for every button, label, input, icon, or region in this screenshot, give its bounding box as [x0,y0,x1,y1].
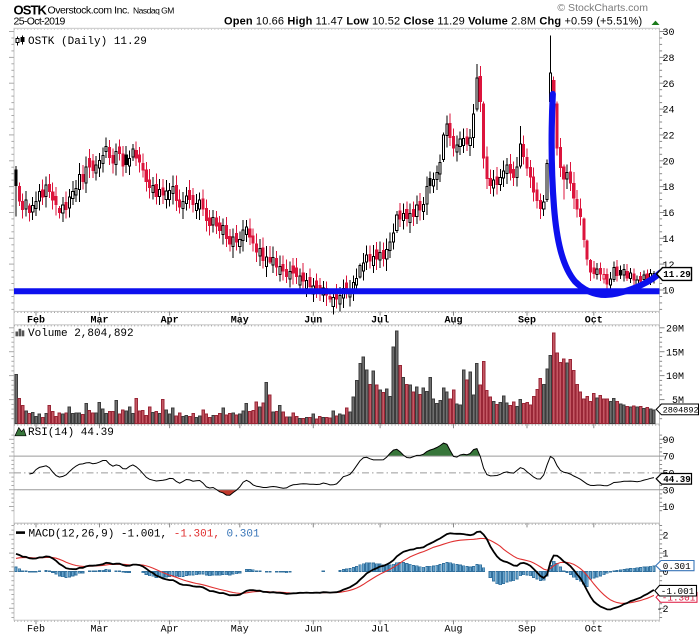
svg-text:Aug: Aug [444,625,462,636]
svg-text:24: 24 [663,106,675,117]
svg-text:Jun: Jun [304,316,322,327]
svg-text:RSI(14) 44.39: RSI(14) 44.39 [28,427,114,439]
svg-text:16: 16 [663,209,675,220]
svg-text:0.301: 0.301 [663,561,691,572]
svg-text:Overstock.com Inc.: Overstock.com Inc. [48,5,130,17]
svg-text:Oct: Oct [585,625,603,636]
svg-text:10M: 10M [666,372,684,383]
svg-text:2: 2 [662,531,668,542]
svg-text:70: 70 [663,453,675,464]
svg-text:14: 14 [663,235,675,246]
svg-text:20: 20 [663,157,675,168]
svg-text:Feb: Feb [27,624,45,636]
svg-text:11.29: 11.29 [663,269,691,280]
svg-text:18: 18 [663,183,675,194]
svg-text:10: 10 [663,503,675,514]
svg-text:30: 30 [663,28,675,39]
svg-text:Feb: Feb [27,315,45,327]
svg-text:Jul: Jul [371,315,389,327]
svg-text:22: 22 [663,132,675,143]
svg-text:26: 26 [663,80,675,91]
svg-text:30: 30 [663,486,675,497]
svg-text:90: 90 [663,436,675,447]
svg-text:May: May [231,316,249,327]
svg-text:Oct: Oct [585,316,603,327]
svg-text:Mar: Mar [90,316,108,327]
svg-text:Apr: Apr [161,625,179,636]
svg-text:20M: 20M [666,324,684,335]
svg-text:Sep: Sep [518,625,536,636]
svg-text:44.39: 44.39 [663,474,691,485]
svg-text:Nasdaq GM: Nasdaq GM [133,6,174,16]
svg-text:15M: 15M [666,348,684,359]
svg-text:Volume 2,804,892: Volume 2,804,892 [28,328,134,340]
svg-text:Open 10.66 High 11.47 Low 10.5: Open 10.66 High 11.47 Low 10.52 Close 11… [224,16,642,28]
svg-text:Sep: Sep [518,316,536,327]
svg-text:-1.001: -1.001 [661,586,695,597]
svg-text:© StockCharts.com: © StockCharts.com [557,2,648,14]
svg-text:Jul: Jul [371,624,389,636]
svg-text:MACD(12,26,9) -1.001, -1.301,: MACD(12,26,9) -1.001, -1.301, 0.301 [29,529,260,541]
svg-text:1: 1 [662,550,668,561]
svg-text:25-Oct-2019: 25-Oct-2019 [14,16,66,28]
svg-text:28: 28 [663,54,675,65]
svg-text:Jun: Jun [304,625,322,636]
svg-text:Apr: Apr [161,316,179,327]
svg-text:May: May [231,625,249,636]
svg-text:-2: -2 [656,605,668,616]
svg-text:10: 10 [663,287,675,298]
svg-text:OSTK (Daily) 11.29: OSTK (Daily) 11.29 [28,36,147,48]
svg-text:Mar: Mar [90,625,108,636]
svg-text:Aug: Aug [444,316,462,327]
svg-text:2804892: 2804892 [663,405,699,415]
